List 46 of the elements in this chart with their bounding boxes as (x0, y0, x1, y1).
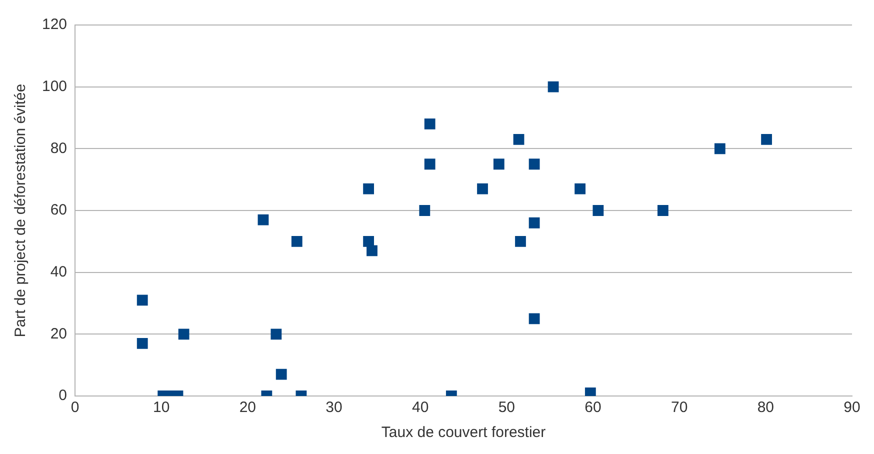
point (592, 205, 604, 216)
y-tick-label: 80 (50, 140, 68, 157)
point (761, 134, 772, 145)
y-tick-label: 20 (50, 325, 68, 342)
point (276, 368, 287, 380)
y-tick-label: 120 (42, 16, 68, 34)
point (477, 183, 488, 194)
point (258, 214, 269, 226)
x-tick-label: 50 (498, 399, 516, 416)
x-tick-label: 70 (670, 399, 688, 416)
x-tick-label: 20 (239, 399, 256, 416)
point (178, 328, 190, 340)
x-tick-label: 90 (844, 399, 860, 416)
point (291, 236, 302, 247)
point (574, 183, 586, 194)
point (419, 205, 430, 216)
y-tick-label: 0 (58, 387, 68, 404)
x-tick-label: 30 (326, 399, 342, 416)
x-tick-label: 10 (153, 399, 170, 416)
point (424, 158, 436, 170)
point (136, 294, 148, 306)
point (657, 205, 668, 216)
point (493, 158, 504, 170)
point (363, 236, 374, 247)
x-tick-label: 80 (757, 399, 774, 416)
y-tick-label: 100 (42, 78, 68, 95)
point (363, 183, 374, 194)
point (548, 81, 559, 92)
point (528, 313, 540, 324)
point (513, 134, 524, 145)
point (136, 338, 148, 349)
point (424, 118, 436, 130)
y-tick-label: 60 (50, 202, 68, 219)
point (515, 236, 526, 247)
point (270, 328, 282, 340)
y-tick-label: 40 (50, 263, 68, 280)
point (714, 143, 726, 154)
point (584, 387, 596, 396)
point (528, 217, 540, 228)
x-tick-label: 60 (584, 399, 602, 416)
x-tick-label: 40 (412, 399, 429, 416)
point (366, 245, 378, 256)
point (528, 158, 540, 170)
y-axis-title: Part de project de déforestation évitée (12, 84, 30, 338)
x-tick-label: 0 (70, 399, 80, 416)
x-axis-title: Taux de couvert forestier (381, 424, 546, 442)
